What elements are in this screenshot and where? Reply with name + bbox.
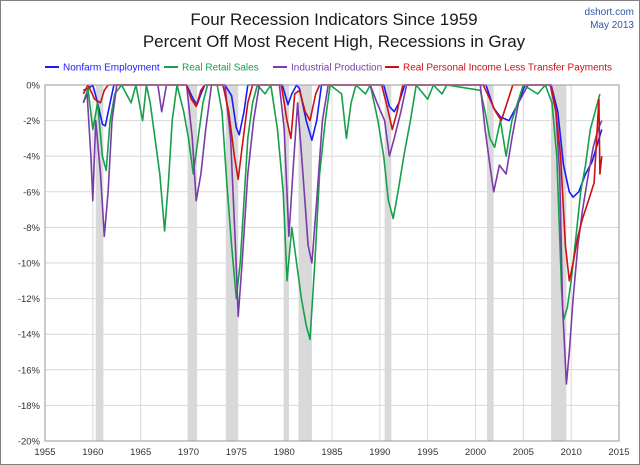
y-tick-label: -2% [23,116,40,127]
x-tick-label: 2010 [561,447,582,458]
y-tick-label: -14% [18,330,41,341]
x-tick-label: 1965 [130,447,151,458]
legend-label: Nonfarm Employment [63,63,160,74]
source-credit: dshort.com [585,7,634,18]
x-tick-label: 2015 [608,447,629,458]
x-tick-label: 1980 [274,447,295,458]
x-tick-label: 1985 [321,447,342,458]
chart-subtitle: Percent Off Most Recent High, Recessions… [143,32,526,51]
x-tick-label: 2000 [465,447,486,458]
x-tick-label: 1975 [226,447,247,458]
x-tick-label: 1990 [369,447,390,458]
x-axis: 1955 1960 1965 1970 1975 1980 1985 1990 1995 2000… [34,447,629,458]
y-tick-label: -16% [18,365,41,376]
series-group [82,84,603,385]
y-tick-label: -10% [18,259,41,270]
legend-label: Real Personal Income Less Transfer Payme… [403,63,612,74]
y-axis: 0% -2% -4% -6% -8% -10% -12% -14% -16% -18% -20% [18,81,41,448]
series-line-real-retail-sales [82,84,601,341]
gridlines [44,84,620,442]
x-tick-label: 1955 [34,447,55,458]
x-tick-label: 1970 [178,447,199,458]
y-tick-label: -12% [18,294,41,305]
series-line-real-personal-income-less-transfer-payments [82,84,603,282]
series-line-industrial-production [82,84,603,385]
legend-label: Industrial Production [291,63,382,74]
y-tick-label: -18% [18,401,41,412]
y-tick-label: -20% [18,437,41,448]
x-tick-label: 2005 [513,447,534,458]
date-credit: May 2013 [590,20,634,31]
legend-label: Real Retail Sales [182,63,259,74]
y-tick-label: -6% [23,187,40,198]
x-tick-label: 1960 [82,447,103,458]
y-tick-label: -8% [23,223,40,234]
y-tick-label: -4% [23,152,40,163]
plot-border [44,84,620,442]
legend: Nonfarm Employment Real Retail Sales Indus… [45,63,612,74]
chart-title: Four Recession Indicators Since 1959 [190,10,477,29]
y-tick-label: 0% [26,81,40,92]
x-tick-label: 1995 [417,447,438,458]
